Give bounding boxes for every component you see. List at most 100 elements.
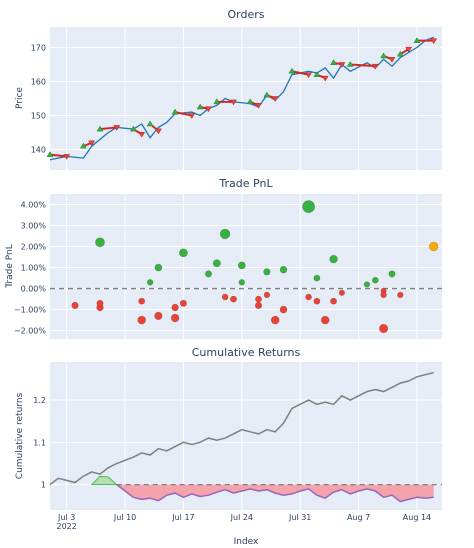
y-tick-label: −1.00%	[14, 306, 47, 315]
y-tick-label: 150	[31, 112, 46, 121]
pnl-point-profit	[95, 237, 105, 248]
trade-line	[350, 63, 376, 68]
sell-marker	[321, 75, 329, 82]
sell-marker	[138, 132, 146, 138]
sell-marker	[430, 38, 438, 45]
pnl-point-loss	[380, 291, 387, 299]
pnl-point-loss	[137, 315, 146, 325]
trade-pnl-gridlines	[50, 194, 442, 339]
y-tick-label: 3.00%	[21, 222, 47, 231]
pnl-point-loss	[254, 301, 263, 310]
pnl-point-loss	[171, 303, 179, 312]
trade-pnl-series	[50, 200, 442, 334]
pnl-point-profit	[388, 270, 396, 278]
pnl-point-loss	[138, 297, 146, 305]
pnl-point-profit	[329, 254, 338, 264]
y-tick-label: 140	[31, 146, 46, 155]
y-tick-label: 160	[31, 77, 46, 86]
trade-pnl-plot-area	[50, 194, 442, 339]
buy-marker	[413, 37, 421, 43]
cumulative-returns-title: Cumulative Returns	[192, 346, 301, 359]
x-tick-label: Jul 3	[57, 513, 75, 522]
sell-marker	[255, 103, 262, 109]
x-tick-label: Aug 14	[403, 513, 431, 522]
orders-title: Orders	[228, 8, 265, 21]
pnl-point-loss	[263, 291, 271, 299]
pnl-point-loss	[305, 293, 312, 301]
sell-marker	[230, 99, 237, 106]
orders-series	[46, 36, 438, 161]
x-tick-label: Jul 31	[288, 513, 311, 522]
pnl-point-profit	[219, 228, 231, 240]
buy-marker	[346, 60, 354, 67]
y-tick-label: 1.2	[33, 396, 46, 405]
pnl-point-loss	[320, 315, 330, 325]
buy-marker	[79, 142, 87, 149]
sell-marker	[88, 140, 96, 147]
pnl-point-profit	[154, 263, 163, 272]
sell-marker	[188, 113, 196, 120]
cumulative-returns-y-ticks: 1 1.1 1.2	[33, 396, 46, 490]
trade-pnl-y-ticks: −2.00% −1.00% 0.00% 1.00% 2.00% 3.00% 4.00%	[14, 201, 47, 336]
buy-marker	[263, 91, 271, 98]
x-tick-label: Jul 10	[113, 513, 136, 522]
trade-line	[99, 126, 117, 131]
pnl-point-loss	[270, 315, 280, 325]
pnl-point-profit	[178, 248, 188, 258]
trade-pnl-panel: Trade PnL −2.00% −1.00% 0.00% 1.00% 2.00% 3.0…	[5, 177, 442, 339]
sell-marker	[205, 106, 212, 113]
y-tick-label: 170	[31, 43, 46, 52]
y-tick-label: 2.00%	[21, 243, 47, 252]
pnl-point-open-trade	[429, 241, 439, 252]
trade-line	[49, 153, 67, 158]
y-tick-label: 1.00%	[21, 264, 47, 273]
y-tick-label: −2.00%	[14, 327, 47, 336]
buy-marker	[313, 71, 321, 77]
pnl-point-profit	[237, 261, 246, 270]
x-tick-label: Aug 7	[347, 513, 370, 522]
pnl-point-loss	[255, 295, 262, 303]
pnl-point-loss	[330, 297, 337, 305]
orders-panel: Orders 140 150 160 170 Price	[15, 8, 442, 170]
pnl-point-loss	[313, 297, 321, 305]
y-tick-label: 0.00%	[21, 285, 47, 294]
sell-marker	[154, 128, 162, 135]
buy-marker	[246, 98, 254, 105]
sell-marker	[271, 96, 279, 102]
trade-line	[174, 111, 192, 117]
cumulative-returns-panel: Cumulative Returns 1 1.1 1.2 Cumulative re…	[15, 346, 442, 510]
sell-marker	[63, 154, 71, 160]
buy-marker	[146, 120, 154, 127]
pnl-point-loss	[230, 295, 237, 303]
y-tick-label: 1.1	[33, 438, 46, 447]
pnl-point-profit	[146, 279, 154, 286]
sell-marker	[371, 63, 379, 70]
sell-marker	[388, 57, 396, 63]
buy-marker	[46, 151, 54, 157]
pnl-point-loss	[397, 291, 404, 299]
buy-marker	[288, 67, 296, 74]
trade-pnl-y-axis-label: Trade PnL	[5, 244, 15, 289]
pnl-point-loss	[71, 301, 79, 310]
cumulative-returns-series	[49, 371, 442, 503]
pnl-point-profit	[205, 270, 213, 278]
cumulative-returns-line	[49, 371, 434, 486]
pnl-point-profit	[263, 268, 271, 276]
buy-marker	[380, 52, 388, 59]
orders-plot-area	[50, 27, 442, 170]
pnl-point-profit	[238, 279, 246, 286]
pnl-point-loss	[96, 299, 104, 307]
pnl-point-profit	[302, 200, 315, 213]
pnl-point-loss	[170, 313, 180, 323]
buy-marker	[213, 98, 221, 105]
trade-pnl-title: Trade PnL	[218, 177, 273, 190]
pnl-point-profit	[313, 274, 321, 282]
x-tick-year: 2022	[57, 522, 77, 531]
orders-y-axis-label: Price	[15, 87, 25, 109]
pnl-point-loss	[279, 305, 288, 314]
price-line	[49, 36, 434, 161]
profit-area	[90, 475, 118, 485]
y-tick-label: 1	[41, 481, 46, 490]
